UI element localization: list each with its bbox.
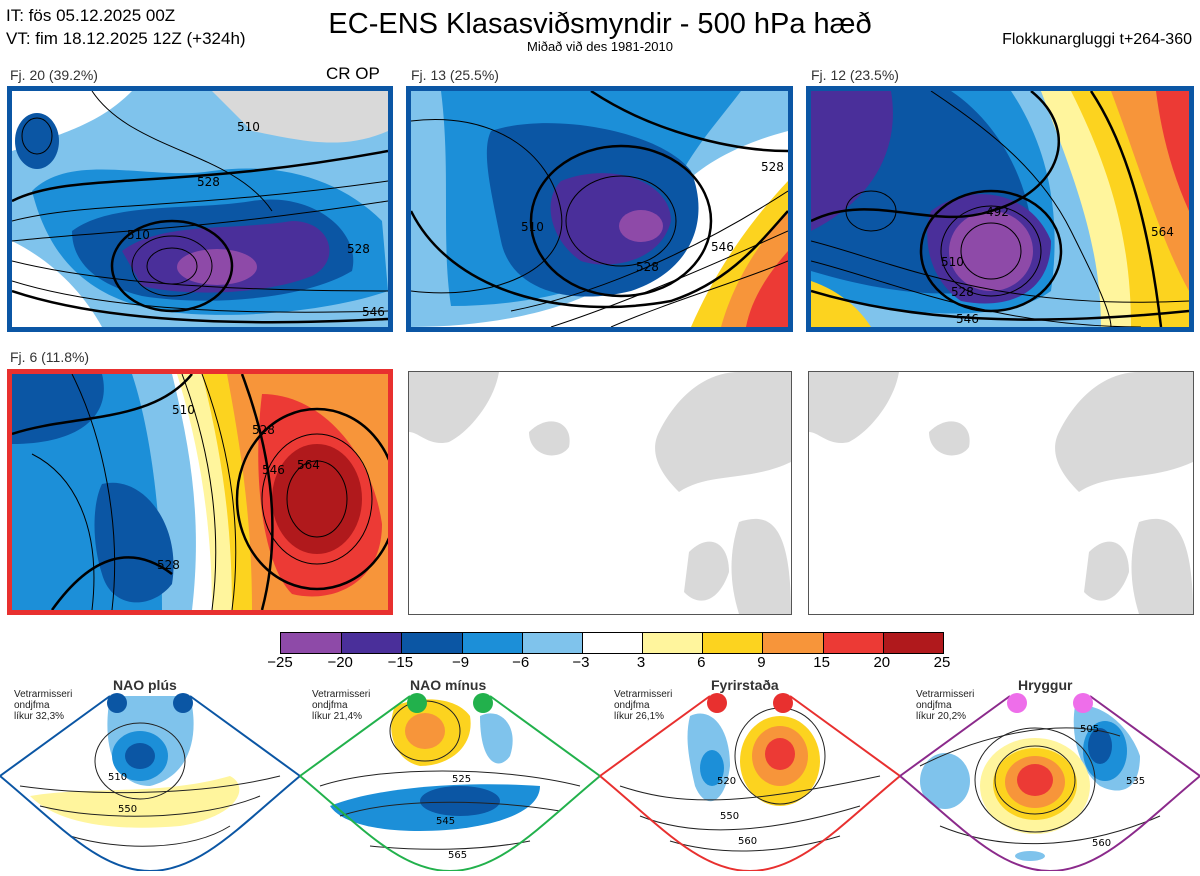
regime-contour-label: 550 (118, 804, 137, 815)
regime-contour-label: 505 (1080, 724, 1099, 735)
contour-label: 528 (347, 242, 370, 256)
empty-map-panel (408, 371, 792, 615)
colorbar-tick-label: −6 (512, 654, 530, 671)
cluster-map-4: 510 528 546 564 528 (7, 369, 393, 615)
colorbar-swatch (461, 633, 522, 653)
contour-label: 564 (297, 458, 320, 472)
colorbar-swatch (521, 633, 582, 653)
contour-label: 528 (761, 160, 784, 174)
contour-label: 528 (252, 423, 275, 437)
colorbar-swatch (281, 633, 342, 653)
contour-label: 546 (262, 463, 285, 477)
cluster-map-2: 510 528 546 528 (406, 86, 793, 332)
contour-label: 546 (711, 240, 734, 254)
init-time: IT: fös 05.12.2025 00Z (6, 6, 176, 25)
regime-note: Vetrarmisseri ondjfma líkur 26,1% (614, 689, 672, 722)
contour-label: 492 (986, 205, 1009, 219)
colorbar-swatch (702, 633, 763, 653)
regime-note-line: líkur 26,1% (614, 711, 665, 722)
regime-note: Vetrarmisseri ondjfma líkur 20,2% (916, 689, 974, 722)
cluster-label-4: Fj. 6 (11.8%) (10, 349, 90, 365)
colorbar-swatch (341, 633, 402, 653)
colorbar (280, 632, 944, 654)
cluster-map-3: 492 510 528 546 564 (806, 86, 1194, 332)
contour-label: 510 (237, 120, 260, 134)
colorbar-tick-label: −9 (451, 654, 470, 671)
regime-nao-minus: 525 545 565 (299, 693, 601, 873)
regime-title: Fyrirstaða (711, 677, 779, 693)
colorbar-swatch (642, 633, 703, 653)
regime-title: Hryggur (1018, 677, 1073, 693)
contour-label: 564 (1151, 225, 1174, 239)
contour-label: 528 (157, 558, 180, 572)
regime-contour-label: 550 (720, 811, 739, 822)
valid-time: VT: fim 18.12.2025 12Z (+324h) (6, 29, 246, 48)
regime-note-line: líkur 21,4% (312, 711, 363, 722)
contour-label: 510 (941, 255, 964, 269)
cluster-map-1: 510 528 510 528 546 (7, 86, 393, 332)
contour-label: 510 (127, 228, 150, 242)
cluster-label-1: Fj. 20 (39.2%) (10, 67, 98, 83)
regime-note-line: Vetrarmisseri (14, 689, 73, 700)
colorbar-tick-label: −15 (387, 654, 414, 671)
colorbar-tick-label: 6 (697, 654, 706, 671)
regime-note-line: líkur 32,3% (14, 711, 65, 722)
colorbar-tick-label: 15 (813, 654, 830, 671)
regime-row: 510 550 525 545 565 (0, 676, 1200, 873)
regime-blocking: 520 550 560 (599, 693, 901, 873)
op-label: CR OP (326, 64, 380, 83)
regime-contour-label: 560 (1092, 838, 1111, 849)
empty-map-panel (808, 371, 1194, 615)
contour-label: 528 (197, 175, 220, 189)
colorbar-tick-label: 25 (933, 654, 951, 671)
regime-contour-label: 525 (452, 774, 471, 785)
regime-title: NAO mínus (410, 677, 487, 693)
colorbar-tick-label: −3 (572, 654, 590, 671)
colorbar-tick-label: −20 (327, 654, 353, 671)
regime-note-line: líkur 20,2% (916, 711, 967, 722)
page-title: EC-ENS Klasasviðsmyndir - 500 hPa hæð (328, 8, 872, 40)
colorbar-ticks: −25 −20 −15 −9 −6 −3 3 6 9 15 20 25 (240, 654, 980, 674)
regime-note-line: Vetrarmisseri (312, 689, 371, 700)
colorbar-tick-label: 3 (636, 654, 646, 671)
contour-label: 510 (521, 220, 544, 234)
regime-note-line: ondjfma (614, 700, 650, 711)
regime-contour-label: 520 (717, 776, 736, 787)
colorbar-swatch (762, 633, 823, 653)
regime-contour-label: 510 (108, 772, 127, 783)
classification-window: Flokkunargluggi t+264-360 (1002, 31, 1192, 48)
cluster-label-3: Fj. 12 (23.5%) (811, 67, 899, 83)
regime-note: Vetrarmisseri ondjfma líkur 21,4% (312, 689, 370, 722)
regime-note: Vetrarmisseri ondjfma líkur 32,3% (14, 689, 72, 722)
contour-label: 546 (956, 312, 979, 326)
header-times: IT: fös 05.12.2025 00Z VT: fim 18.12.202… (6, 4, 246, 50)
contour-label: 510 (172, 403, 195, 417)
colorbar-swatch (822, 633, 883, 653)
regime-contour-label: 565 (448, 850, 467, 861)
regime-ridge: 505 535 560 (899, 693, 1200, 873)
colorbar-tick-label: 9 (757, 654, 766, 671)
cluster-label-2: Fj. 13 (25.5%) (411, 67, 499, 83)
regime-note-line: ondjfma (916, 700, 952, 711)
contour-label: 528 (951, 285, 974, 299)
contour-label: 528 (636, 260, 659, 274)
colorbar-tick-label: −25 (267, 654, 293, 671)
regime-contour-label: 560 (738, 836, 757, 847)
page-subtitle: Miðað við des 1981-2010 (527, 39, 673, 54)
colorbar-swatch (401, 633, 462, 653)
colorbar-swatch (882, 633, 943, 653)
regime-contour-label: 535 (1126, 776, 1145, 787)
regime-nao-plus: 510 550 (0, 693, 301, 873)
contour-label: 546 (362, 305, 385, 319)
regime-note-line: ondjfma (312, 700, 348, 711)
regime-contour-label: 545 (436, 816, 455, 827)
colorbar-swatch (581, 633, 643, 653)
regime-note-line: Vetrarmisseri (916, 689, 975, 700)
colorbar-tick-label: 20 (873, 654, 891, 671)
regime-title: NAO plús (113, 677, 177, 693)
regime-note-line: Vetrarmisseri (614, 689, 673, 700)
regime-note-line: ondjfma (14, 700, 50, 711)
